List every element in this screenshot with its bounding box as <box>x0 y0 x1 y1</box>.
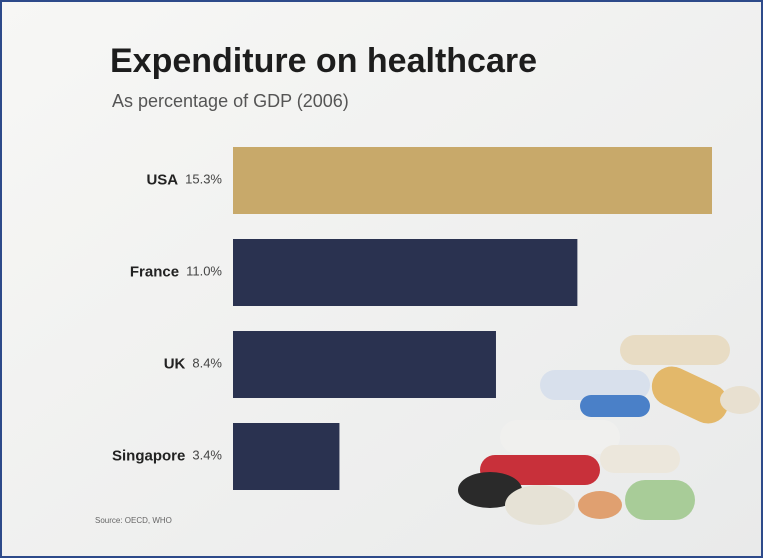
category-label: Singapore <box>112 447 185 464</box>
value-label: 3.4% <box>192 448 222 463</box>
value-label: 11.0% <box>186 264 222 279</box>
category-label: UK <box>164 355 186 372</box>
bar <box>233 423 340 490</box>
bar <box>233 147 712 214</box>
bar-label: USA 15.3% <box>146 171 222 188</box>
bar-label: Singapore 3.4% <box>112 447 222 464</box>
bar <box>233 239 578 306</box>
value-label: 15.3% <box>185 172 222 187</box>
chart-title: Expenditure on healthcare <box>110 42 537 80</box>
bar <box>233 331 496 398</box>
category-label: France <box>130 263 179 280</box>
pills-decoration <box>458 335 760 525</box>
bar-label: France 11.0% <box>130 263 223 280</box>
value-label: 8.4% <box>192 356 222 371</box>
source-note: Source: OECD, WHO <box>95 516 172 525</box>
category-label: USA <box>146 171 178 188</box>
chart-subtitle: As percentage of GDP (2006) <box>112 91 349 111</box>
bar-label: UK 8.4% <box>164 355 223 372</box>
